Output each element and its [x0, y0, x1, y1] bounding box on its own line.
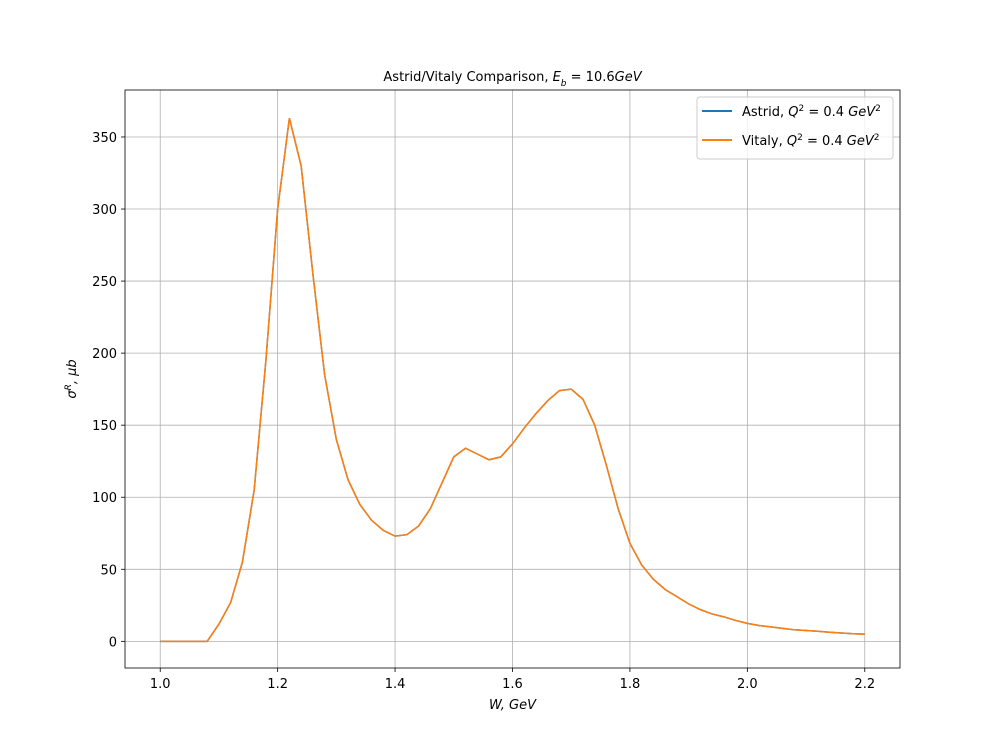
plot-frame: [124, 89, 901, 669]
legend-label-part: Q: [788, 105, 798, 120]
legend-label-part: Q: [787, 134, 797, 149]
y-tick-label: 50: [100, 563, 117, 578]
y-tick-label: 300: [92, 203, 117, 218]
legend-label-part: 2: [798, 104, 804, 114]
legend-label-part: = 0.4: [803, 134, 847, 149]
y-tick-label: 0: [109, 635, 117, 650]
x-axis-label-part: W, GeV: [489, 698, 537, 713]
chart-title-part: b: [561, 79, 567, 89]
y-tick-label: 350: [92, 131, 117, 146]
y-tick-label: 100: [92, 491, 117, 506]
legend-label: Astrid, Q2 = 0.4 GeV2: [742, 104, 881, 120]
x-tick-label: 1.4: [385, 677, 406, 692]
x-tick-label: 1.0: [150, 677, 171, 692]
legend-label-part: GeV: [848, 105, 876, 120]
legend-label-part: 2: [797, 133, 803, 143]
x-axis-label: W, GeV: [489, 698, 537, 713]
x-tick-label: 1.2: [267, 677, 288, 692]
y-axis-label-part: R: [64, 384, 74, 390]
x-tick-label: 2.0: [737, 677, 758, 692]
y-axis-label: σR, μb: [64, 359, 80, 398]
y-axis-label-part: σ: [65, 390, 80, 399]
chart-title-part: GeV: [615, 70, 643, 85]
chart-title-part: Astrid/Vitaly Comparison,: [383, 70, 552, 85]
chart-title-part: E: [553, 70, 562, 85]
x-tick-label: 1.8: [620, 677, 641, 692]
legend-label-part: 2: [875, 104, 881, 114]
y-tick-label: 250: [92, 275, 117, 290]
chart-title: Astrid/Vitaly Comparison, Eb = 10.6GeV: [383, 70, 642, 89]
y-tick-label: 150: [92, 419, 117, 434]
series-line: [160, 118, 865, 643]
legend-label-part: Astrid,: [742, 105, 788, 120]
legend-label-part: = 0.4: [804, 105, 848, 120]
legend-label: Vitaly, Q2 = 0.4 GeV2: [742, 133, 880, 149]
y-axis-label-part: , μb: [65, 359, 80, 384]
x-tick-label: 2.2: [854, 677, 875, 692]
x-tick-label: 1.6: [502, 677, 523, 692]
y-tick-label: 200: [92, 347, 117, 362]
legend-box: [696, 96, 894, 160]
legend-label-part: 2: [874, 133, 880, 143]
legend-label-part: GeV: [847, 134, 875, 149]
chart-title-part: = 10.6: [567, 70, 615, 85]
legend-label-part: Vitaly,: [742, 134, 787, 149]
